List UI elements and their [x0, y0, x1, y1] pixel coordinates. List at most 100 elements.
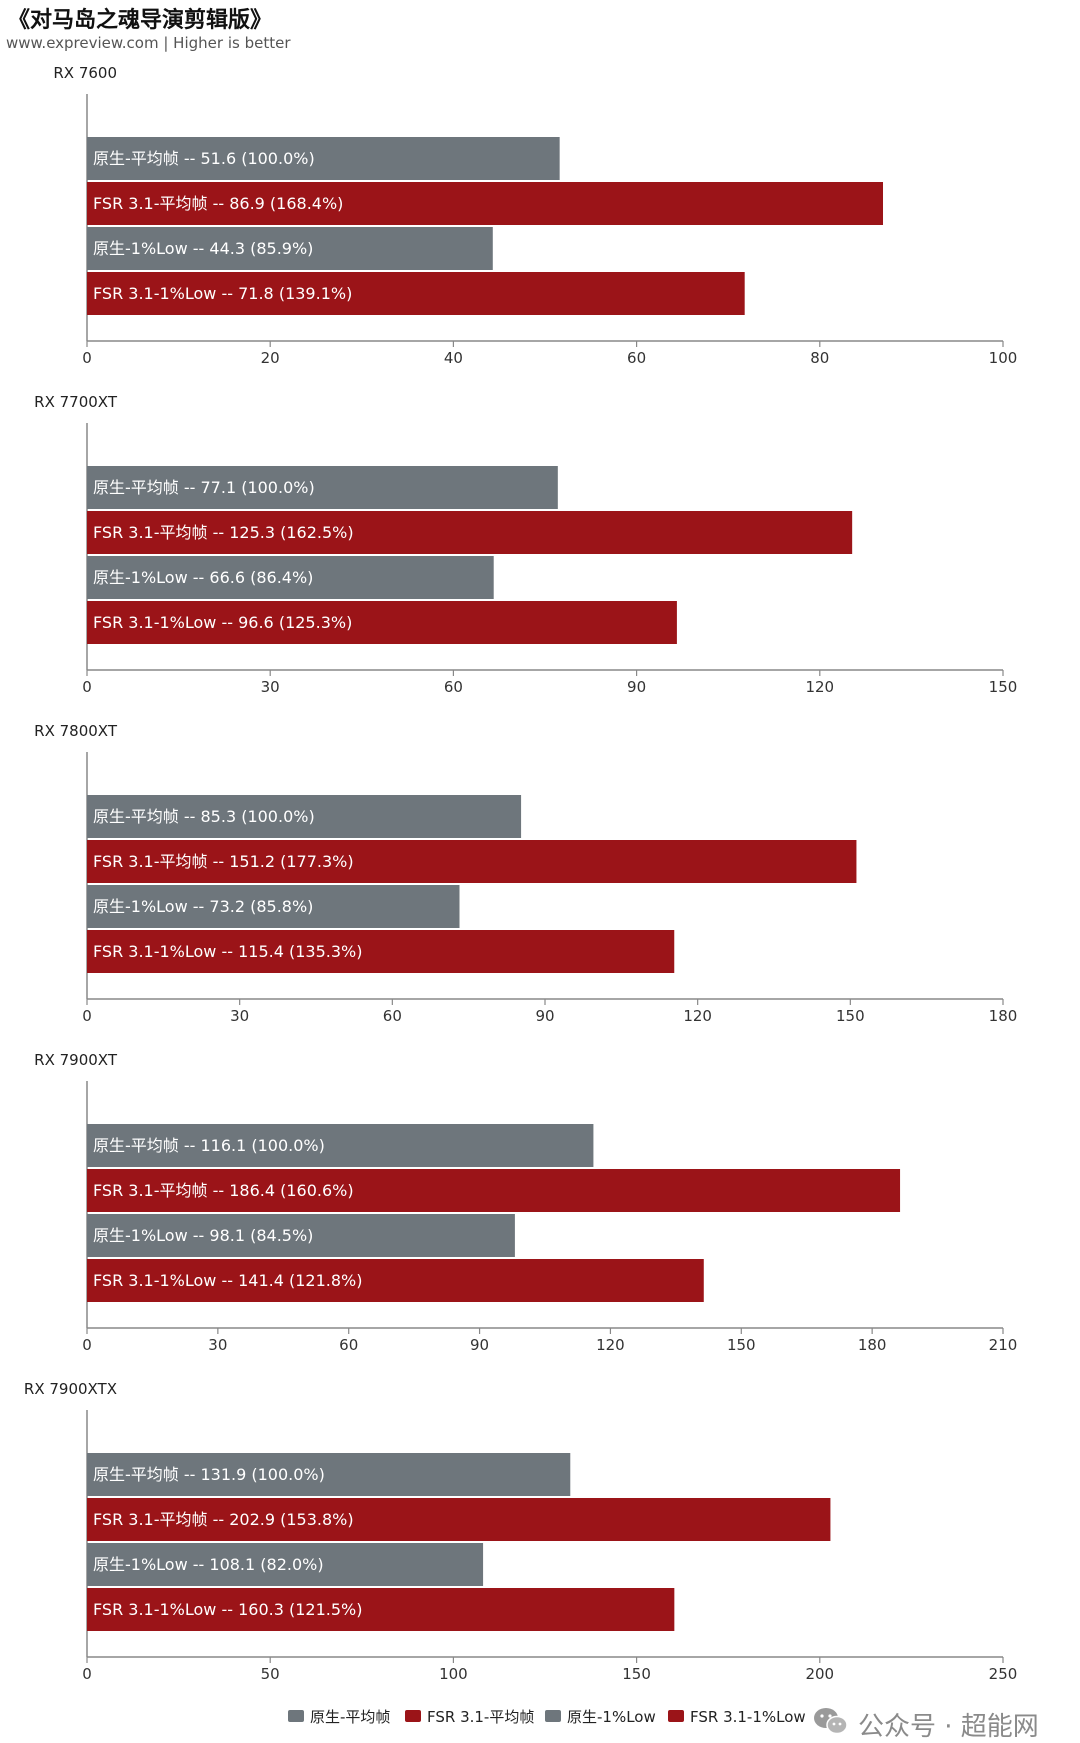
x-tick-label: 0: [82, 349, 92, 367]
bar-label: FSR 3.1-1%Low -- 115.4 (135.3%): [93, 942, 363, 961]
x-tick-label: 40: [444, 349, 463, 367]
bar-label: 原生-平均帧 -- 116.1 (100.0%): [93, 1136, 325, 1155]
x-tick-label: 0: [82, 678, 92, 696]
x-tick-label: 60: [444, 678, 463, 696]
bar: [87, 601, 677, 644]
bar: [87, 272, 745, 315]
bar: [87, 1169, 901, 1212]
x-tick-label: 30: [261, 678, 280, 696]
x-tick-label: 50: [261, 1665, 280, 1683]
x-tick-label: 90: [470, 1336, 489, 1354]
x-tick-label: 150: [989, 678, 1018, 696]
panel-label: RX 7600: [53, 64, 117, 82]
x-tick-label: 60: [627, 349, 646, 367]
bar-label: FSR 3.1-平均帧 -- 202.9 (153.8%): [93, 1510, 354, 1529]
wechat-icon: [814, 1708, 848, 1735]
chart-panel: RX 7800XT 0 30 60 90 120 150 180 原生-平均帧 -- 85.3 …: [34, 722, 1017, 1025]
bar-label: 原生-平均帧 -- 85.3 (100.0%): [93, 807, 315, 826]
panel-label: RX 7900XT: [34, 1051, 118, 1069]
bar: [87, 840, 857, 883]
x-tick-label: 0: [82, 1336, 92, 1354]
watermark-text: 公众号 · 超能网: [818, 1706, 1039, 1743]
x-tick-label: 100: [439, 1665, 468, 1683]
bar: [87, 1588, 675, 1631]
bar-label: 原生-1%Low -- 98.1 (84.5%): [93, 1226, 313, 1245]
legend-swatch: [288, 1710, 304, 1722]
bar-label: FSR 3.1-平均帧 -- 125.3 (162.5%): [93, 523, 354, 542]
chart-panel: RX 7600 0 20 40 60 80 100 原生-平均帧 -- 51.6 (100.0…: [53, 64, 1017, 367]
bar: [87, 466, 558, 509]
bar: [87, 1453, 571, 1496]
bar-label: 原生-平均帧 -- 51.6 (100.0%): [93, 149, 315, 168]
chart-panels: RX 7600 0 20 40 60 80 100 原生-平均帧 -- 51.6 (100.0…: [24, 64, 1017, 1683]
x-tick-label: 90: [627, 678, 646, 696]
x-tick-label: 120: [683, 1007, 712, 1025]
bar: [87, 227, 493, 270]
x-tick-label: 150: [622, 1665, 651, 1683]
bar-label: 原生-1%Low -- 73.2 (85.8%): [93, 897, 313, 916]
chart-legend: 原生-平均帧 FSR 3.1-平均帧 原生-1%Low FSR 3.1-1%Low: [288, 1708, 806, 1726]
x-tick-label: 120: [805, 678, 834, 696]
bar: [87, 930, 675, 973]
chart-header: 《对马岛之魂导演剪辑版》 www.expreview.com | Higher …: [0, 0, 1080, 60]
x-tick-label: 0: [82, 1665, 92, 1683]
bar: [87, 1543, 484, 1586]
chart-title: 《对马岛之魂导演剪辑版》: [8, 8, 273, 33]
bar: [87, 1498, 831, 1541]
x-tick-label: 20: [261, 349, 280, 367]
bar-label: FSR 3.1-平均帧 -- 186.4 (160.6%): [93, 1181, 354, 1200]
bar-label: 原生-平均帧 -- 131.9 (100.0%): [93, 1465, 325, 1484]
bar-label: FSR 3.1-1%Low -- 160.3 (121.5%): [93, 1600, 363, 1619]
x-tick-label: 80: [810, 349, 829, 367]
x-tick-label: 0: [82, 1007, 92, 1025]
bar-label: 原生-1%Low -- 66.6 (86.4%): [93, 568, 313, 587]
legend-swatch: [668, 1710, 684, 1722]
x-tick-label: 150: [836, 1007, 865, 1025]
bar: [87, 511, 853, 554]
bar: [87, 1259, 704, 1302]
bar-label: FSR 3.1-1%Low -- 71.8 (139.1%): [93, 284, 352, 303]
chart-panel: RX 7900XTX 0 50 100 150 200 250 原生-平均帧 -- 131.9…: [24, 1380, 1017, 1683]
bar: [87, 556, 494, 599]
x-tick-label: 200: [805, 1665, 834, 1683]
watermark-label: 公众号 · 超能网: [858, 1712, 1039, 1742]
chart-subtitle: www.expreview.com | Higher is better: [6, 34, 291, 52]
legend-label: 原生-平均帧: [310, 1708, 390, 1726]
bar: [87, 1214, 515, 1257]
legend-swatch: [545, 1710, 561, 1722]
bar: [87, 182, 884, 225]
x-tick-label: 210: [989, 1336, 1018, 1354]
bar-label: FSR 3.1-平均帧 -- 151.2 (177.3%): [93, 852, 354, 871]
bar-label: 原生-平均帧 -- 77.1 (100.0%): [93, 478, 315, 497]
bar: [87, 795, 522, 838]
legend-label: 原生-1%Low: [567, 1708, 656, 1726]
x-tick-label: 60: [339, 1336, 358, 1354]
panel-label: RX 7800XT: [34, 722, 118, 740]
chart-panel: RX 7700XT 0 30 60 90 120 150 原生-平均帧 -- 77.1 (10…: [34, 393, 1017, 696]
bar-label: 原生-1%Low -- 108.1 (82.0%): [93, 1555, 324, 1574]
x-tick-label: 60: [383, 1007, 402, 1025]
x-tick-label: 90: [535, 1007, 554, 1025]
legend-swatch: [405, 1710, 421, 1722]
legend-label: FSR 3.1-平均帧: [427, 1708, 534, 1726]
x-tick-label: 100: [989, 349, 1018, 367]
bar-label: FSR 3.1-1%Low -- 141.4 (121.8%): [93, 1271, 363, 1290]
bar: [87, 885, 460, 928]
bar-label: 原生-1%Low -- 44.3 (85.9%): [93, 239, 313, 258]
bar: [87, 1124, 594, 1167]
panel-label: RX 7700XT: [34, 393, 118, 411]
panel-label: RX 7900XTX: [24, 1380, 117, 1398]
legend-label: FSR 3.1-1%Low: [690, 1708, 806, 1726]
x-tick-label: 150: [727, 1336, 756, 1354]
x-tick-label: 30: [208, 1336, 227, 1354]
x-tick-label: 30: [230, 1007, 249, 1025]
x-tick-label: 120: [596, 1336, 625, 1354]
bar: [87, 137, 560, 180]
chart-panel: RX 7900XT 0 30 60 90 120 150 180 210 原生-平均帧 -- 11…: [34, 1051, 1017, 1354]
x-tick-label: 180: [858, 1336, 887, 1354]
bar-label: FSR 3.1-平均帧 -- 86.9 (168.4%): [93, 194, 343, 213]
bar-label: FSR 3.1-1%Low -- 96.6 (125.3%): [93, 613, 352, 632]
x-tick-label: 250: [989, 1665, 1018, 1683]
x-tick-label: 180: [989, 1007, 1018, 1025]
